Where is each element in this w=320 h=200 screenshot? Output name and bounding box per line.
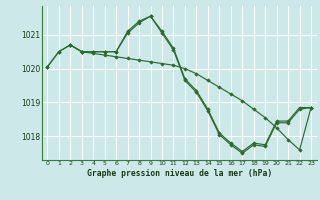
X-axis label: Graphe pression niveau de la mer (hPa): Graphe pression niveau de la mer (hPa) xyxy=(87,169,272,178)
